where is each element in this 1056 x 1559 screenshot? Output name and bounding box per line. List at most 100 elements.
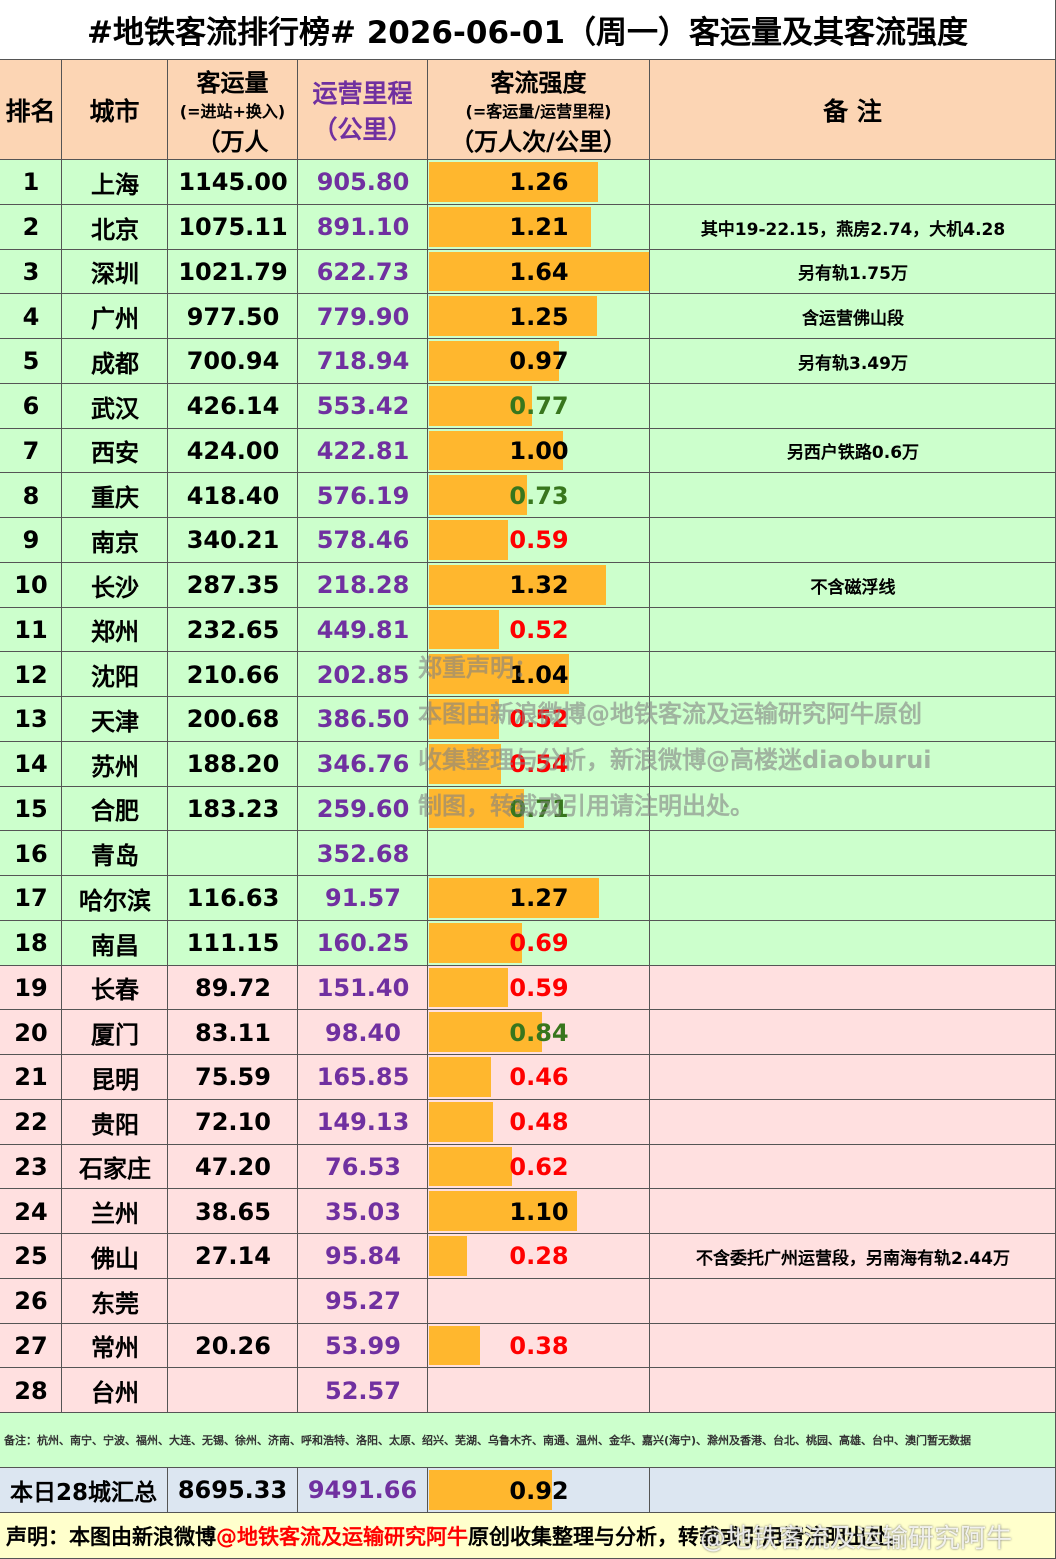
cell	[428, 1368, 650, 1413]
cell	[0, 518, 62, 563]
cell	[62, 1010, 168, 1055]
intensity-bar	[429, 1470, 553, 1510]
cell	[650, 965, 1056, 1011]
footer-text: 声明：本图由新浪微博	[6, 1524, 216, 1549]
note	[650, 652, 1056, 697]
cell	[0, 1055, 62, 1100]
city: 成都	[91, 349, 139, 378]
city: 天津	[91, 707, 139, 736]
intensity-bar	[429, 296, 597, 336]
cell	[650, 786, 1056, 832]
cell	[0, 204, 62, 250]
cell	[62, 1234, 168, 1279]
city: 贵阳	[91, 1110, 139, 1139]
note	[650, 1145, 1056, 1190]
intensity-bar	[429, 699, 499, 739]
note	[650, 1055, 1056, 1100]
ridership: 75.59	[195, 1063, 271, 1092]
cell	[62, 473, 168, 518]
cell	[650, 652, 1056, 697]
mileage: 259.60	[316, 794, 410, 823]
mileage: 553.42	[316, 392, 410, 421]
city: 青岛	[91, 842, 139, 871]
header-note-line: 备 注	[823, 96, 882, 126]
header-city: 城市	[62, 60, 168, 160]
mileage: 202.85	[316, 660, 410, 689]
cell	[650, 518, 1056, 563]
mileage: 98.40	[325, 1018, 401, 1047]
cell	[650, 1144, 1056, 1190]
ridership	[168, 831, 298, 876]
cell	[168, 697, 298, 742]
mileage: 576.19	[316, 481, 410, 510]
cell	[0, 1010, 62, 1055]
intensity: 1.10	[509, 1197, 569, 1226]
cell	[650, 1189, 1056, 1234]
summary-label: 本日28城汇总	[0, 1468, 168, 1513]
note	[650, 518, 1056, 563]
city: 兰州	[91, 1200, 139, 1229]
rank: 2	[22, 213, 40, 242]
summary-ridership: 8695.33	[168, 1468, 298, 1513]
cell	[62, 652, 168, 697]
cell	[298, 1144, 428, 1190]
note	[650, 160, 1056, 205]
intensity	[428, 831, 650, 876]
cell	[650, 697, 1056, 742]
city: 西安	[91, 439, 139, 468]
rank: 24	[14, 1197, 48, 1226]
cell	[650, 920, 1056, 966]
note	[650, 1189, 1056, 1234]
intensity: 1.00	[509, 436, 569, 465]
cell	[168, 920, 298, 966]
rank: 12	[14, 660, 48, 689]
cell	[0, 562, 62, 608]
note: 不含磁浮线	[810, 577, 896, 598]
mileage: 422.81	[316, 436, 410, 465]
cell	[168, 965, 298, 1011]
cell	[62, 339, 168, 384]
ridership: 27.14	[195, 1242, 271, 1271]
footer-text: 原创收集整理与分析，转载或引用请注明出处。	[468, 1524, 909, 1549]
cell	[168, 786, 298, 832]
cell	[0, 428, 62, 474]
cell	[0, 920, 62, 966]
intensity-bar	[429, 385, 533, 426]
cell	[168, 1368, 298, 1413]
intensity: 0.59	[509, 526, 569, 555]
cell	[0, 1278, 62, 1324]
ridership: 111.15	[186, 929, 280, 958]
cell	[428, 831, 650, 876]
cell	[0, 831, 62, 876]
note	[650, 921, 1056, 966]
rank: 22	[14, 1108, 48, 1137]
intensity: 0.77	[509, 392, 569, 421]
cell	[0, 1144, 62, 1190]
ridership: 183.23	[186, 794, 280, 823]
mileage: 218.28	[316, 571, 410, 600]
cell	[650, 1010, 1056, 1055]
intensity: 0.54	[509, 750, 569, 779]
summary-mileage: 9491.66	[298, 1468, 428, 1513]
note	[650, 1100, 1056, 1145]
ridership: 1075.11	[178, 213, 288, 242]
mileage: 386.50	[316, 705, 410, 734]
cell	[168, 1189, 298, 1234]
intensity: 0.69	[509, 929, 569, 958]
cell	[0, 652, 62, 697]
intensity: 1.32	[509, 571, 569, 600]
cell	[62, 1099, 168, 1145]
rank: 18	[14, 929, 48, 958]
city: 东莞	[91, 1289, 139, 1318]
cell	[168, 831, 298, 876]
note	[650, 876, 1056, 921]
cell	[298, 1099, 428, 1145]
intensity: 0.38	[509, 1331, 569, 1360]
ridership: 977.50	[186, 302, 280, 331]
disclaimer: 郑重声明：	[418, 654, 538, 682]
ridership: 72.10	[195, 1108, 271, 1137]
rank: 1	[22, 168, 40, 197]
city: 哈尔滨	[79, 886, 151, 915]
cell	[0, 1189, 62, 1234]
